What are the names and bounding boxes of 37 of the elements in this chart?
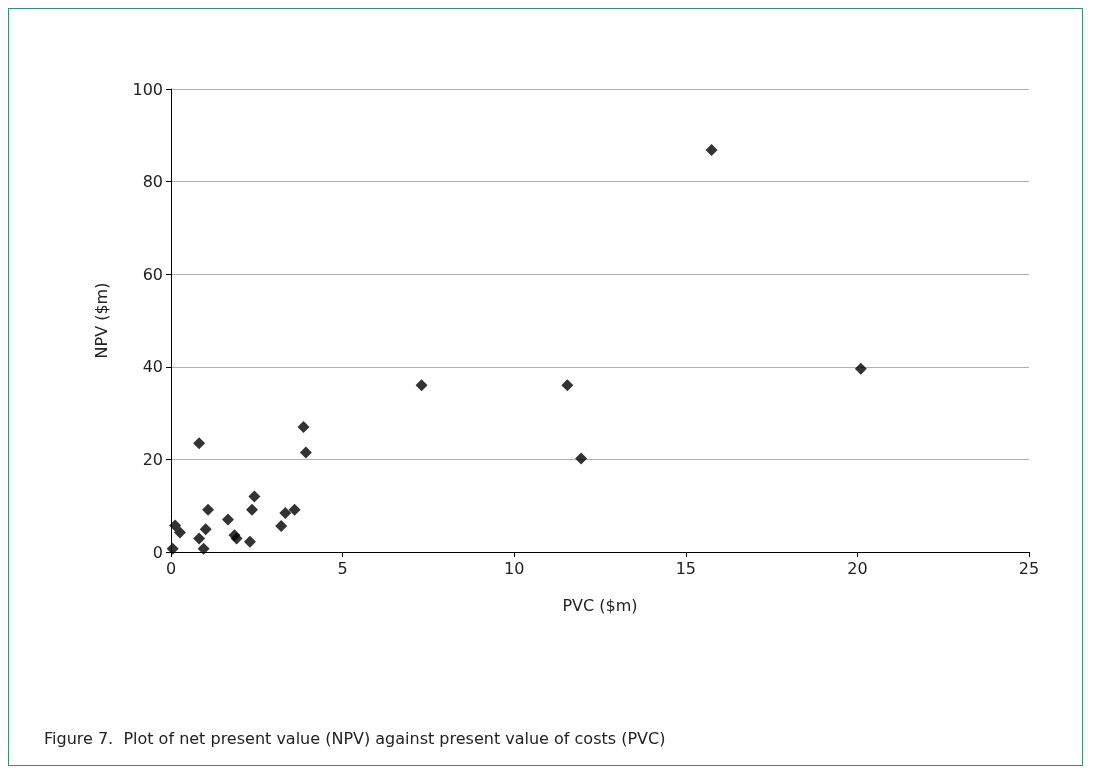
point xyxy=(248,490,261,503)
point xyxy=(575,452,588,465)
point xyxy=(166,542,179,555)
text: Figure 7. Plot of net present value (NPV) against present value of costs (PVC) xyxy=(44,728,666,748)
x-tick-label: 10 xyxy=(504,558,525,578)
x-axis-title: PVC ($m) xyxy=(562,595,638,615)
y-tick-label: 80 xyxy=(142,172,163,192)
y-axis-title: NPV ($m) xyxy=(91,282,111,359)
y-tick-label: 0 xyxy=(152,542,163,562)
point xyxy=(279,507,292,520)
point xyxy=(299,446,312,459)
point xyxy=(173,526,186,539)
point xyxy=(854,362,867,375)
point xyxy=(288,503,301,516)
x-tick-label: 15 xyxy=(675,558,696,578)
point xyxy=(297,420,310,433)
point xyxy=(221,513,234,526)
x-tick-label: 5 xyxy=(337,558,348,578)
point xyxy=(202,503,215,516)
x-tick-label: 0 xyxy=(165,558,177,578)
x-tick-label: 20 xyxy=(847,558,868,578)
x-tick-label: 25 xyxy=(1018,558,1040,578)
point xyxy=(561,379,574,392)
point xyxy=(199,523,212,536)
y-tick-label: 100 xyxy=(132,79,163,99)
point xyxy=(197,542,210,555)
y-tick-label: 60 xyxy=(142,264,163,284)
point xyxy=(169,519,182,532)
point xyxy=(246,503,258,516)
y-tick-label: 20 xyxy=(142,449,163,469)
point xyxy=(243,535,256,548)
point xyxy=(415,379,428,392)
point xyxy=(193,532,206,545)
point xyxy=(275,520,288,533)
point xyxy=(193,437,206,450)
point xyxy=(705,144,718,157)
y-tick-label: 40 xyxy=(142,357,163,377)
